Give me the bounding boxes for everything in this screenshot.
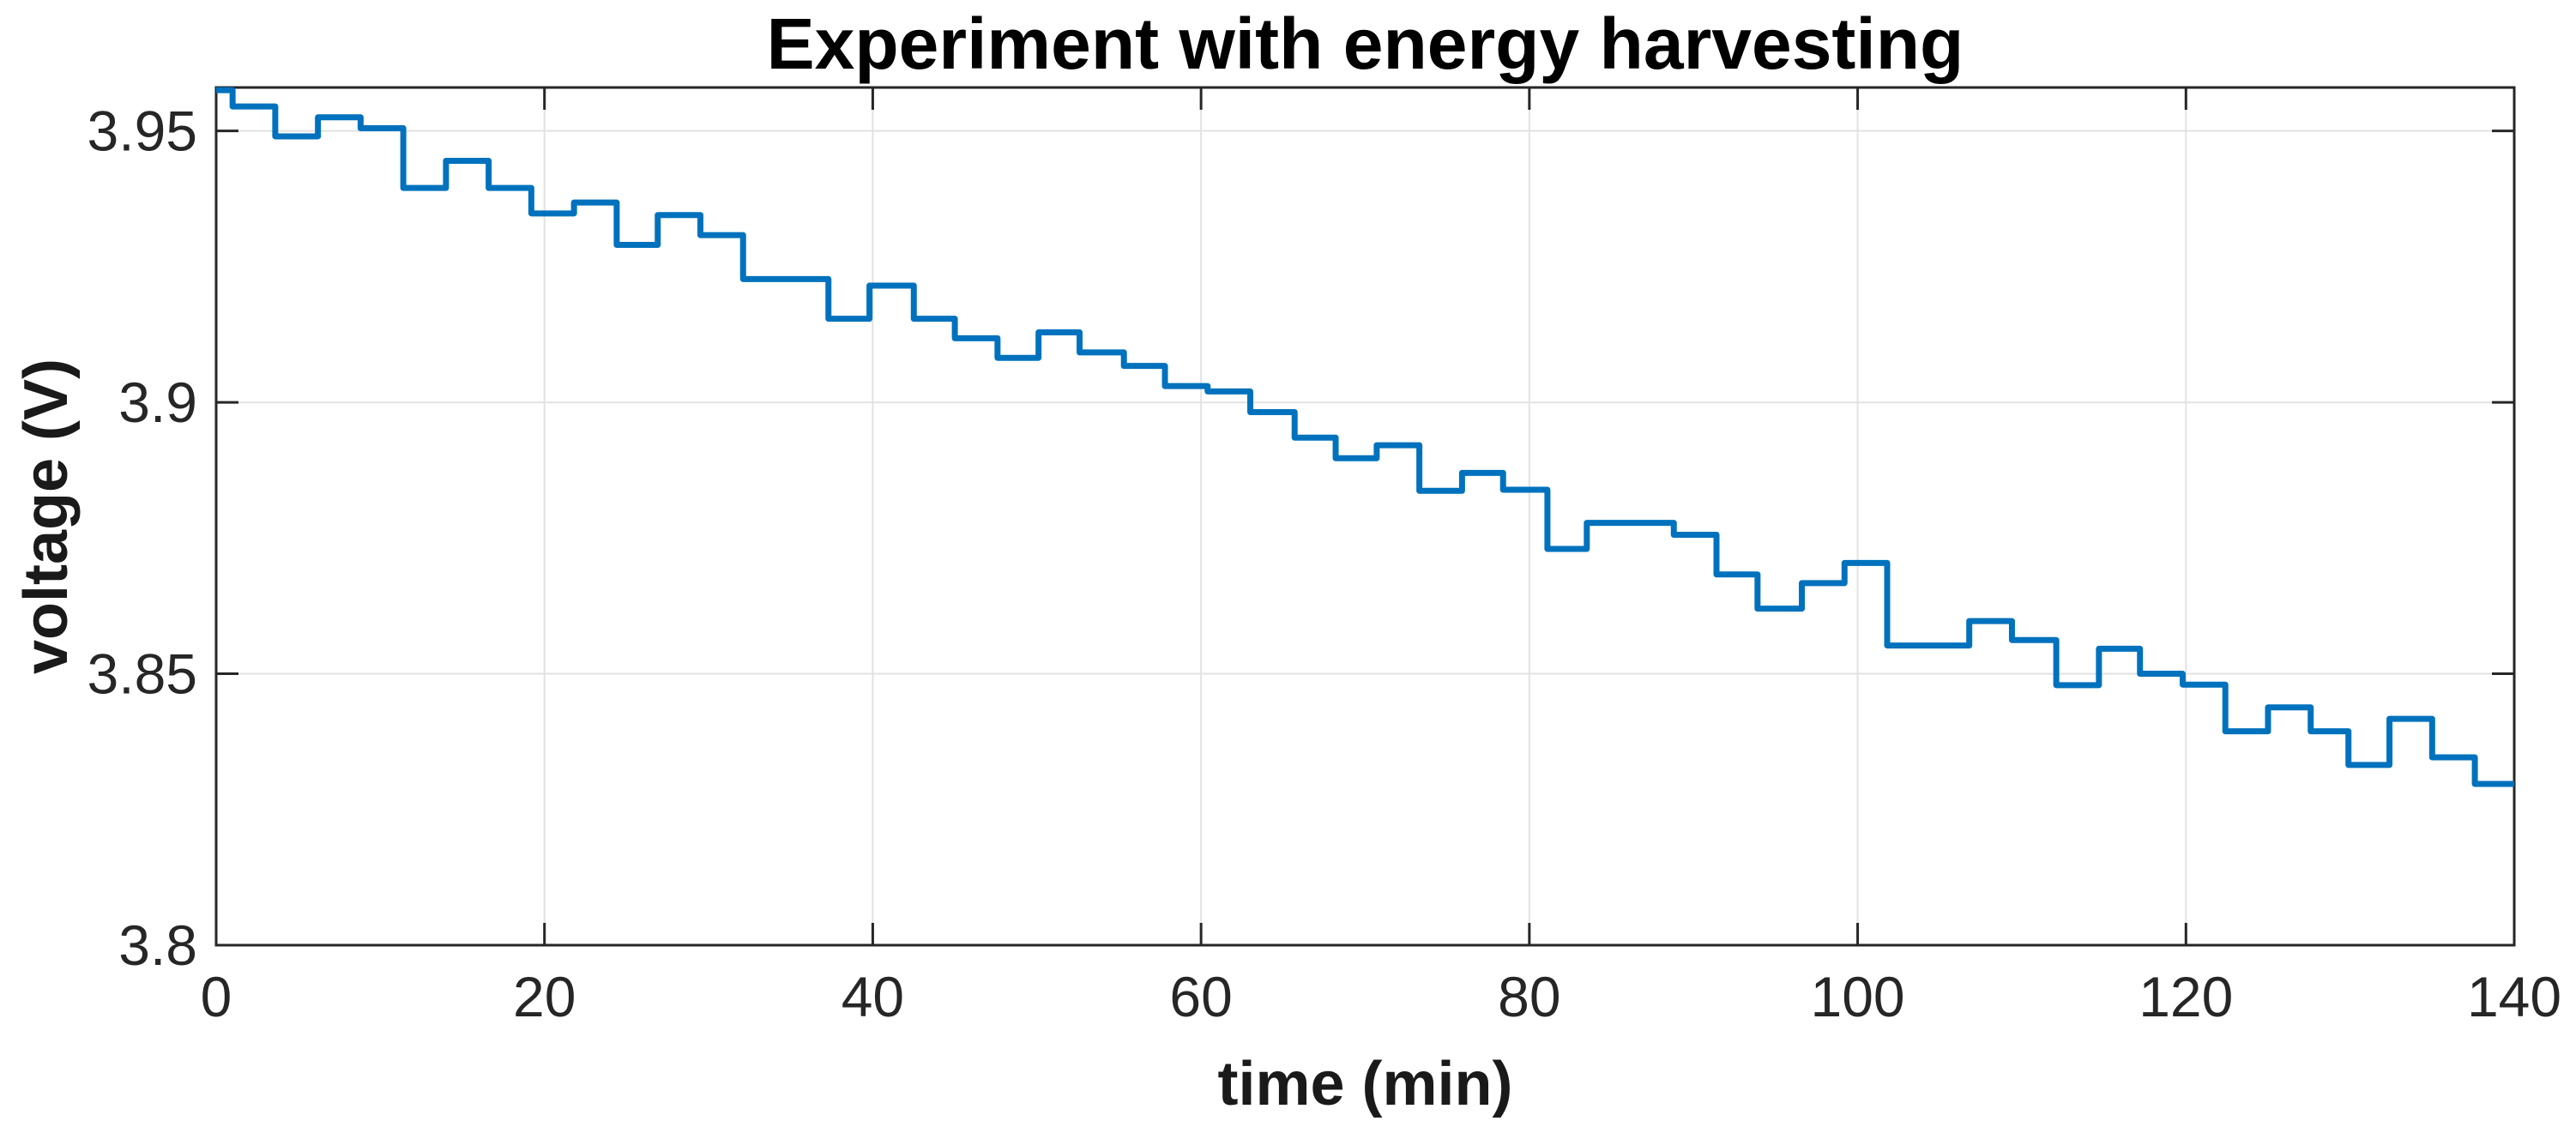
tick-label-layer: 0 20 40 60 80 100 120 140 3.8 3.85 3.9 3.95: [87, 99, 2562, 1028]
grid-layer: [216, 87, 2514, 945]
x-axis-label: time (min): [1217, 1050, 1512, 1118]
x-tick-label: 100: [1811, 965, 1905, 1028]
y-tick-label: 3.9: [118, 371, 197, 434]
y-tick-label: 3.95: [87, 99, 197, 163]
x-tick-label: 40: [842, 965, 904, 1028]
y-tick-label: 3.85: [87, 642, 197, 706]
y-axis-label: voltage (V): [12, 359, 81, 674]
x-tick-label: 20: [513, 965, 576, 1028]
tick-layer: [214, 87, 2516, 947]
y-tick-label: 3.8: [118, 913, 197, 977]
data-line: [216, 87, 2514, 787]
plot-area: [214, 86, 2516, 947]
x-tick-label: 120: [2139, 965, 2233, 1028]
chart-title: Experiment with energy harvesting: [767, 3, 1964, 84]
series-layer: [216, 87, 2514, 787]
x-tick-label: 60: [1169, 965, 1232, 1028]
x-tick-label: 140: [2467, 965, 2561, 1028]
x-tick-label: 80: [1498, 965, 1560, 1028]
x-tick-label: 0: [201, 965, 232, 1028]
